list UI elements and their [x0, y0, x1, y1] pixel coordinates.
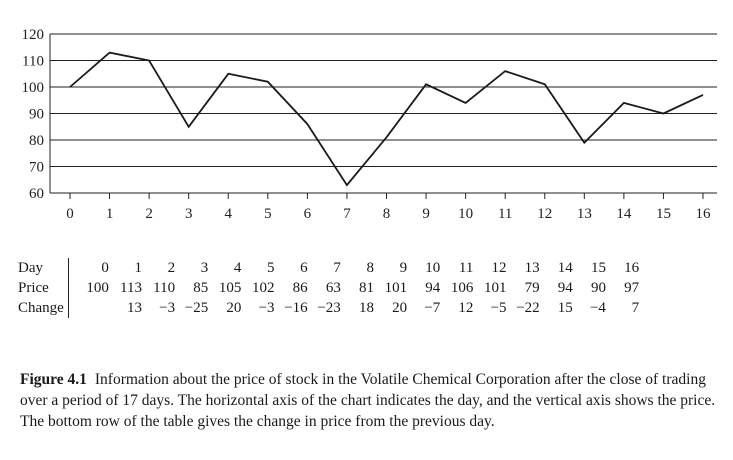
ytick-label-100: 100 [22, 80, 45, 96]
table-cell-change-4: 20 [226, 300, 242, 316]
table-cell-price-0: 100 [86, 280, 109, 296]
table-cell-price-16: 97 [624, 280, 640, 296]
table-cell-change-0 [68, 298, 109, 318]
table-cell-price-2: 110 [153, 280, 176, 296]
table-cell-day-10: 10 [425, 260, 441, 276]
ytick-label-120: 120 [22, 27, 45, 43]
table-cell-price-5: 102 [252, 280, 275, 296]
table-cell-day-1: 1 [134, 260, 142, 276]
table-cell-change-6: −16 [284, 300, 308, 316]
series-line-price [69, 51, 704, 187]
table-cell-day-2: 2 [167, 260, 176, 276]
table-cell-price-11: 106 [450, 280, 474, 296]
table-cell-day-15: 15 [590, 260, 606, 276]
xtick-label-5: 5 [264, 206, 272, 222]
table-cell-price-10: 94 [425, 280, 441, 296]
table-cell-change-11: 12 [458, 300, 474, 316]
table-cell-change-9: 20 [392, 300, 408, 316]
table-cell-day-12: 12 [491, 260, 507, 276]
table-cell-day-6: 6 [300, 260, 308, 276]
xtick-label-15: 15 [656, 206, 671, 222]
ytick-label-90: 90 [29, 107, 44, 123]
table-cell-change-15: −4 [589, 300, 606, 316]
table-row-change: Change 13 −3 −25 20 −3 −16 −23 18 20 −7 12 −5 −22 15−… [10, 298, 639, 318]
table-cell-price-1: 113 [120, 280, 142, 296]
figure-label: Figure 4.1 [20, 371, 87, 388]
xtick-label-14: 14 [616, 206, 632, 222]
row-label-change: Change [10, 298, 69, 318]
xtick-label-9: 9 [422, 206, 430, 222]
chart-axes [49, 33, 704, 199]
table-cell-price-12: 101 [484, 280, 507, 296]
table-cell-day-13: 13 [524, 260, 540, 276]
table-cell-change-12: −5 [490, 300, 507, 316]
table-cell-price-13: 79 [524, 280, 540, 296]
table-cell-change-7: −23 [317, 300, 341, 316]
table-cell-day-11: 11 [458, 260, 474, 276]
figure-caption: Figure 4.1 Information about the price of… [20, 369, 720, 432]
table-cell-price-7: 63 [325, 280, 341, 296]
xtick-label-13: 13 [577, 206, 592, 222]
ytick-label-60: 60 [29, 186, 44, 202]
table-cell-change-14: 15 [557, 300, 573, 316]
table-cell-change-13: −22 [516, 300, 540, 316]
xtick-label-12: 12 [537, 206, 552, 222]
table-cell-price-14: 94 [557, 280, 573, 296]
row-label-day: Day [10, 258, 69, 278]
table-cell-day-14: 14 [557, 260, 573, 276]
table-cell-price-4: 105 [218, 280, 242, 296]
price-table: Day 0 1 2 3 4 5 6 7 8 9 10 11 12 13 14 15 16 Price 100 11… [10, 258, 639, 318]
row-label-price: Price [10, 278, 69, 298]
table-cell-change-2: −3 [159, 300, 176, 316]
table-cell-change-10: −7 [424, 300, 441, 316]
table-cell-price-8: 81 [358, 280, 374, 296]
table-cell-day-4: 4 [233, 260, 242, 276]
caption-text: Information about the price of stock in … [20, 371, 716, 430]
xtick-label-11: 11 [498, 206, 512, 222]
xtick-label-2: 2 [145, 206, 153, 222]
table-cell-change-16: 7 [631, 300, 640, 316]
table-cell-day-3: 3 [200, 260, 209, 276]
xtick-label-8: 8 [383, 206, 391, 222]
ytick-label-110: 110 [22, 54, 44, 70]
table-cell-day-16: 16 [624, 260, 640, 276]
xtick-label-4: 4 [225, 206, 233, 222]
xtick-label-6: 6 [304, 206, 312, 222]
xtick-label-16: 16 [696, 206, 712, 222]
xtick-label-7: 7 [343, 206, 351, 222]
table-cell-day-5: 5 [267, 260, 275, 276]
xtick-label-1: 1 [106, 206, 114, 222]
table-cell-price-3: 85 [193, 280, 209, 296]
ytick-label-70: 70 [29, 160, 44, 176]
ytick-label-80: 80 [29, 133, 44, 149]
table-cell-price-15: 90 [590, 280, 606, 296]
table-cell-day-8: 8 [366, 260, 374, 276]
table-cell-change-5: −3 [258, 300, 275, 316]
table-cell-price-9: 101 [384, 280, 408, 296]
table-row-day: Day 0 1 2 3 4 5 6 7 8 9 10 11 12 13 14 15 16 [10, 258, 639, 278]
chart-series [69, 51, 704, 187]
xtick-label-10: 10 [458, 206, 473, 222]
table-cell-change-1: 13 [126, 300, 142, 316]
table-cell-day-9: 9 [399, 260, 408, 276]
table-row-price: Price 100 113 110 85 105 102 86 63 81 101 94 106 101… [10, 278, 639, 298]
xtick-label-0: 0 [66, 206, 74, 222]
chart-grid [50, 33, 717, 194]
table-cell-day-7: 7 [333, 260, 341, 276]
xtick-label-3: 3 [185, 206, 193, 222]
table-cell-day-0: 0 [101, 260, 109, 276]
table-cell-change-3: −25 [184, 300, 209, 316]
table-cell-change-8: 18 [358, 300, 374, 316]
table-cell-price-6: 86 [292, 280, 308, 296]
